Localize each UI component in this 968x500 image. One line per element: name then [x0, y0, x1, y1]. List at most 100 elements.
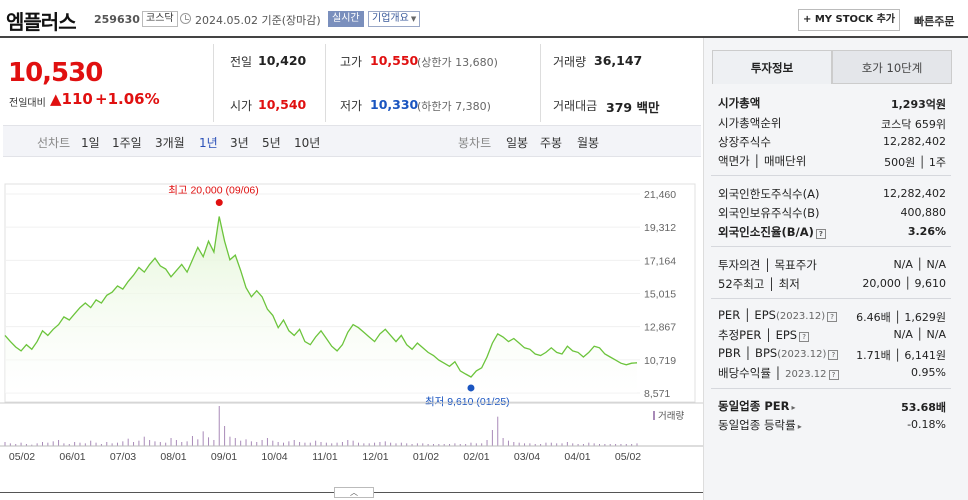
realtime-button[interactable]: 실시간 — [328, 11, 364, 27]
x-tick-label: 07/03 — [110, 451, 136, 463]
period-3m[interactable]: 3개월 — [155, 136, 185, 150]
clock-icon — [180, 13, 191, 24]
est-per-text: 추정PER │ EPS — [718, 328, 798, 342]
collapse-button[interactable]: ︿ — [334, 487, 374, 498]
x-tick-label: 03/04 — [514, 451, 540, 463]
line-chart-label: 선차트 — [37, 136, 71, 150]
low-label: 저가 — [340, 99, 363, 113]
est-per-value: N/A │ N/A — [893, 328, 946, 341]
foreign-exhaustion-value: 3.26% — [907, 225, 946, 238]
price-change-percent: +1.06% — [95, 90, 160, 108]
open-label: 시가 — [230, 99, 253, 113]
period-5y[interactable]: 5년 — [262, 136, 281, 150]
stock-name: 엠플러스 — [6, 10, 77, 34]
industry-per-value: 53.68배 — [901, 401, 946, 414]
period-3y[interactable]: 3년 — [230, 136, 249, 150]
est-per-label: 추정PER │ EPS? — [718, 327, 810, 343]
base-date: 2024.05.02 기준(장마감) — [195, 14, 321, 27]
candle-daily[interactable]: 일봉 — [506, 136, 529, 150]
upper-limit: (상한가 13,680) — [417, 56, 498, 69]
y-tick-label: 17,164 — [644, 255, 676, 267]
stock-code: 259630 — [94, 13, 140, 26]
x-tick-label: 10/04 — [261, 451, 287, 463]
volume-legend-swatch — [653, 411, 655, 420]
investment-panel — [703, 38, 968, 500]
help-icon[interactable]: ? — [799, 332, 810, 342]
tab-investment-info[interactable]: 투자정보 — [712, 50, 832, 84]
divider — [540, 44, 541, 122]
x-tick-label: 06/01 — [59, 451, 85, 463]
company-info-dropdown[interactable]: 기업개요 ▼ — [368, 11, 421, 27]
foreign-exhaustion-text: 외국인소진율(B/A) — [718, 225, 814, 239]
help-icon[interactable]: ? — [827, 312, 838, 322]
arrow-right-icon: ▸ — [791, 403, 796, 412]
min-marker — [467, 384, 475, 392]
y-tick-label: 21,460 — [644, 189, 676, 201]
low-value: 10,330 — [370, 97, 419, 112]
help-icon[interactable]: ? — [815, 229, 826, 239]
tab-order-book[interactable]: 호가 10단계 — [832, 50, 952, 84]
x-tick-label: 02/01 — [463, 451, 489, 463]
period-1d[interactable]: 1일 — [81, 136, 100, 150]
market-cap-value: 1,293억원 — [890, 98, 946, 111]
industry-per-text: 동일업종 PER — [718, 399, 790, 413]
dividend-label: 배당수익률 │ 2023.12? — [718, 365, 839, 381]
foreign-exhaustion-label: 외국인소진율(B/A)? — [718, 224, 826, 240]
par-value-value: 500원 │ 1주 — [884, 156, 946, 169]
pbr-bps-label: PBR │ BPS(2023.12)? — [718, 346, 839, 360]
price-area — [5, 216, 637, 393]
per-eps-value: 6.46배 │ 1,629원 — [856, 311, 946, 324]
pbr-bps-year: (2023.12) — [777, 349, 827, 360]
y-tick-label: 15,015 — [644, 289, 676, 301]
divider — [711, 298, 951, 299]
period-bar: 선차트 1일 1주일 3개월 1년 3년 5년 10년 봉차트 일봉 주봉 월봉 — [3, 125, 701, 157]
amount-label: 거래대금 — [553, 99, 598, 113]
help-icon[interactable]: ? — [828, 350, 839, 360]
industry-per-label[interactable]: 동일업종 PER ▸ — [718, 398, 795, 414]
divider — [711, 175, 951, 176]
prev-close-value: 10,420 — [258, 53, 307, 68]
divider — [711, 388, 951, 389]
divider — [325, 44, 326, 122]
volume-label: 거래량 — [553, 55, 587, 69]
price-line — [4, 216, 638, 378]
period-10y[interactable]: 10년 — [294, 136, 321, 150]
period-1w[interactable]: 1주일 — [112, 136, 142, 150]
industry-change-text: 동일업종 등락률 — [718, 418, 796, 432]
lower-limit: (하한가 7,380) — [417, 100, 491, 113]
market-cap-rank-value: 코스닥 659위 — [881, 118, 946, 131]
prev-close-label: 전일 — [230, 55, 253, 69]
add-mystock-button[interactable]: + MY STOCK 추가 — [798, 9, 900, 31]
market-cap-rank-label: 시가총액순위 — [718, 116, 782, 130]
min-label: 최저 9,610 (01/25) — [425, 396, 510, 408]
x-tick-label: 05/02 — [615, 451, 641, 463]
divider — [711, 246, 951, 247]
y-tick-label: 10,719 — [644, 355, 676, 367]
industry-change-label[interactable]: 동일업종 등락률 ▸ — [718, 417, 802, 433]
divider — [213, 44, 214, 122]
candle-monthly[interactable]: 월봉 — [577, 136, 600, 150]
y-tick-label: 8,571 — [644, 388, 670, 400]
help-icon[interactable]: ? — [828, 370, 839, 380]
open-value: 10,540 — [258, 97, 307, 112]
amount-value: 379 백만 — [606, 100, 660, 115]
per-eps-year: (2023.12) — [775, 311, 826, 322]
chevron-down-icon: ▼ — [410, 15, 417, 23]
candle-weekly[interactable]: 주봉 — [540, 136, 563, 150]
pbr-bps-value: 1.71배 │ 6,141원 — [856, 349, 946, 362]
par-value-label: 액면가 │ 매매단위 — [718, 154, 807, 168]
high-value: 10,550 — [370, 53, 419, 68]
period-1y[interactable]: 1년 — [199, 136, 218, 150]
price-chart[interactable]: 21,460 19,312 17,164 15,015 12,867 10,719 8,57… — [0, 160, 703, 490]
quick-order-link[interactable]: 빠른주문 — [914, 15, 955, 28]
x-tick-label: 09/01 — [211, 451, 237, 463]
max-marker — [215, 199, 223, 207]
pbr-bps-text: PBR │ BPS — [718, 346, 778, 360]
market-badge: 코스닥 — [142, 11, 178, 27]
per-eps-text: PER │ EPS — [718, 308, 776, 322]
listed-shares-label: 상장주식수 — [718, 135, 771, 149]
max-label: 최고 20,000 (09/06) — [168, 185, 259, 197]
high-label: 고가 — [340, 55, 363, 69]
volume-value: 36,147 — [594, 53, 643, 68]
arrow-right-icon: ▸ — [797, 422, 802, 431]
